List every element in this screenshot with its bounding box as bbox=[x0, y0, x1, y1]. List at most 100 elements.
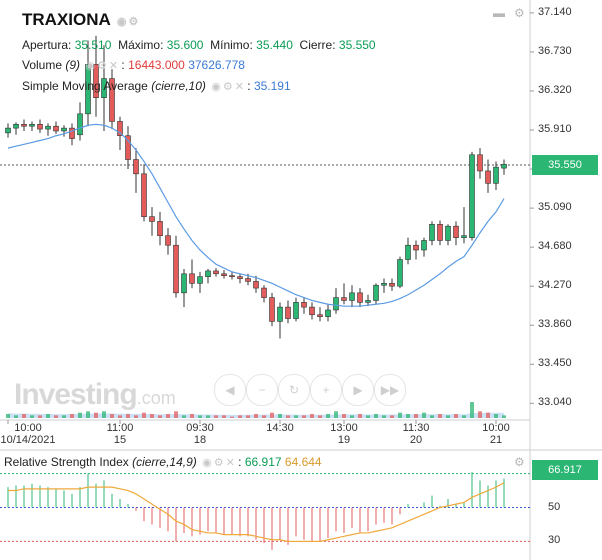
rsi-settings-icon[interactable]: ⚙ bbox=[514, 455, 525, 469]
price-tick-label: 34.680 bbox=[538, 240, 572, 253]
candle-body bbox=[109, 78, 115, 122]
indicator-lines bbox=[7, 123, 505, 307]
price-tick-label: 35.090 bbox=[538, 201, 572, 214]
candle bbox=[125, 126, 131, 170]
candle bbox=[453, 221, 459, 246]
zoom-out-button[interactable]: − bbox=[246, 374, 278, 406]
candle-body bbox=[205, 270, 211, 277]
volume-bar bbox=[254, 414, 258, 418]
volume-bar bbox=[166, 414, 170, 418]
candle-body bbox=[197, 276, 203, 284]
eye-icon[interactable]: ◉ bbox=[116, 16, 127, 28]
close-icon[interactable]: ✕ bbox=[234, 81, 244, 93]
ohlc-legend: Apertura: 35.510 Máximo: 35.600 Mínimo: … bbox=[22, 38, 376, 52]
gear-icon[interactable]: ⚙ bbox=[97, 60, 107, 72]
investing-watermark: Investing.com bbox=[14, 378, 176, 411]
candle bbox=[253, 275, 259, 293]
candle-body bbox=[301, 302, 307, 308]
candle-body bbox=[189, 273, 195, 284]
candle bbox=[29, 121, 35, 131]
scroll-left-button[interactable]: ◀ bbox=[214, 374, 246, 406]
candle bbox=[341, 283, 347, 305]
volume-bar bbox=[422, 412, 426, 418]
volume-bar bbox=[470, 402, 474, 418]
candlesticks bbox=[5, 35, 507, 339]
candle-body bbox=[477, 154, 483, 172]
candle bbox=[93, 35, 99, 117]
sma-legend: Simple Moving Average (cierre,10) ◉ ⚙ ✕ : … bbox=[22, 79, 291, 93]
candle bbox=[53, 121, 59, 134]
candle-body bbox=[349, 292, 355, 301]
candle-body bbox=[373, 284, 379, 301]
volume-bar bbox=[142, 412, 146, 418]
rsi-tick-label: 30 bbox=[548, 534, 561, 547]
candle-body bbox=[485, 170, 491, 184]
gear-icon[interactable]: ⚙ bbox=[222, 81, 233, 93]
candle bbox=[85, 40, 91, 127]
volume-bar bbox=[390, 415, 394, 418]
candle-body bbox=[69, 127, 75, 139]
candle-body bbox=[381, 283, 387, 286]
candle-body bbox=[117, 121, 123, 137]
close-icon[interactable]: ✕ bbox=[225, 457, 235, 469]
reset-zoom-button[interactable]: ↻ bbox=[278, 374, 310, 406]
candle-body bbox=[245, 278, 251, 282]
volume-bar bbox=[14, 415, 18, 418]
volume-bar bbox=[150, 414, 154, 418]
scroll-right-button[interactable]: ▶ bbox=[342, 374, 374, 406]
candle bbox=[485, 159, 491, 193]
candle-body bbox=[453, 225, 459, 238]
candle-body bbox=[181, 273, 187, 294]
candle-body bbox=[285, 306, 291, 319]
volume-bar bbox=[318, 415, 322, 418]
candle-body bbox=[389, 283, 395, 287]
candle bbox=[5, 123, 11, 138]
candle bbox=[45, 123, 51, 136]
volume-bar bbox=[38, 415, 42, 418]
volume-bar bbox=[302, 415, 306, 418]
candle bbox=[21, 119, 27, 131]
candle-body bbox=[317, 314, 323, 317]
volume-bar bbox=[374, 414, 378, 418]
volume-bar bbox=[446, 415, 450, 418]
candle bbox=[421, 237, 427, 257]
candle bbox=[133, 148, 139, 193]
settings-icon[interactable]: ⚙ bbox=[514, 6, 525, 20]
volume-bar bbox=[334, 411, 338, 418]
candle-body bbox=[501, 163, 507, 169]
volume-bar bbox=[246, 415, 250, 418]
scroll-end-button[interactable]: ▶▶ bbox=[374, 374, 406, 406]
candle bbox=[429, 221, 435, 246]
candle bbox=[277, 302, 283, 339]
candle bbox=[269, 292, 275, 327]
close-icon[interactable]: ✕ bbox=[108, 60, 119, 72]
gear-icon[interactable]: ⚙ bbox=[213, 457, 224, 469]
candle bbox=[189, 259, 195, 289]
eye-icon[interactable]: ◉ bbox=[85, 60, 95, 72]
rsi-tick-label: 50 bbox=[548, 500, 561, 513]
minimize-icon[interactable]: ▬ bbox=[493, 6, 505, 20]
candle-body bbox=[157, 221, 163, 237]
candle bbox=[157, 211, 163, 246]
candle-body bbox=[133, 159, 139, 175]
rsi-panel bbox=[7, 471, 505, 550]
candle bbox=[173, 235, 179, 298]
eye-icon[interactable]: ◉ bbox=[202, 457, 212, 469]
volume-bar bbox=[430, 415, 434, 418]
candle bbox=[77, 102, 83, 141]
candle bbox=[13, 122, 19, 135]
candle-body bbox=[405, 244, 411, 260]
candle-body bbox=[261, 287, 267, 298]
volume-bar bbox=[238, 415, 242, 418]
candle-body bbox=[325, 309, 331, 317]
zoom-in-button[interactable]: + bbox=[310, 374, 342, 406]
volume-bar bbox=[222, 415, 226, 418]
candle-body bbox=[237, 276, 243, 279]
eye-icon[interactable]: ◉ bbox=[211, 81, 221, 93]
time-tick-label: 10:00 21 bbox=[482, 422, 510, 446]
volume-bar bbox=[326, 414, 330, 418]
gear-icon[interactable]: ⚙ bbox=[128, 16, 139, 28]
volume-bar bbox=[478, 411, 482, 418]
volume-bar bbox=[438, 414, 442, 418]
